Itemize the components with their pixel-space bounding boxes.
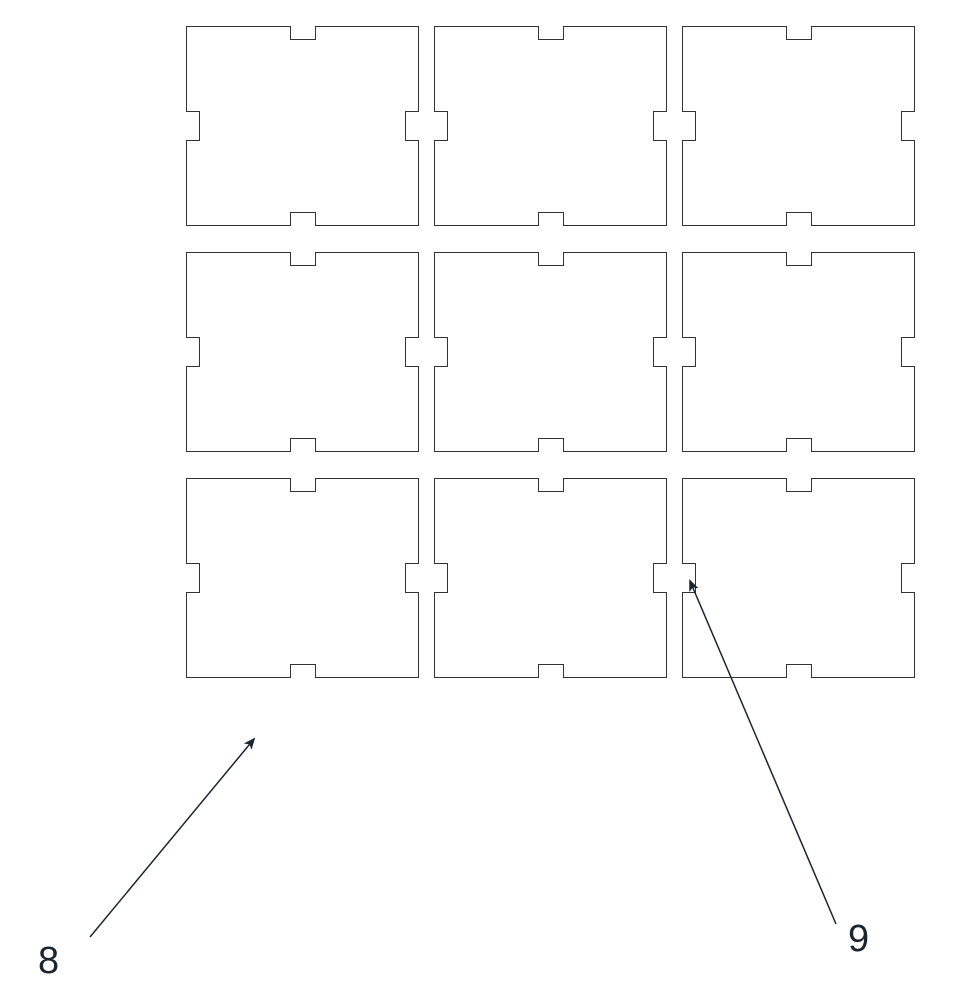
cell-notch — [786, 664, 812, 678]
grid-cell — [186, 478, 419, 678]
grid-container — [186, 26, 915, 678]
cell-notch — [186, 563, 200, 593]
callout-arrow — [90, 739, 254, 937]
cell-notch — [538, 664, 564, 678]
cell-notch — [682, 111, 696, 141]
cell-notch — [434, 337, 448, 367]
cell-notch — [186, 111, 200, 141]
cell-notch — [653, 563, 667, 593]
grid-cell — [434, 26, 667, 226]
cell-notch — [538, 26, 564, 40]
cell-notch — [653, 111, 667, 141]
cell-notch — [186, 337, 200, 367]
callout-label-8: 8 — [38, 940, 59, 983]
grid-cell — [682, 26, 915, 226]
cell-notch — [786, 26, 812, 40]
cell-notch — [786, 478, 812, 492]
cell-notch — [682, 563, 696, 593]
cell-notch — [653, 337, 667, 367]
cell-notch — [290, 26, 316, 40]
cell-notch — [538, 252, 564, 266]
cell-notch — [901, 337, 915, 367]
grid-cell — [682, 478, 915, 678]
grid-cell — [434, 478, 667, 678]
cell-notch — [538, 478, 564, 492]
cell-notch — [901, 563, 915, 593]
grid-cell — [682, 252, 915, 452]
cell-notch — [786, 252, 812, 266]
cell-notch — [786, 212, 812, 226]
cell-notch — [290, 438, 316, 452]
cell-notch — [290, 252, 316, 266]
cell-notch — [290, 478, 316, 492]
cell-notch — [405, 111, 419, 141]
cell-notch — [901, 111, 915, 141]
grid-cell — [186, 26, 419, 226]
cell-notch — [290, 212, 316, 226]
cell-notch — [405, 337, 419, 367]
callout-label-9: 9 — [848, 918, 869, 961]
grid-cell — [434, 252, 667, 452]
cell-notch — [786, 438, 812, 452]
cell-notch — [434, 111, 448, 141]
cell-notch — [538, 212, 564, 226]
cell-notch — [682, 337, 696, 367]
cell-notch — [290, 664, 316, 678]
cell-notch — [538, 438, 564, 452]
cell-notch — [434, 563, 448, 593]
cell-notch — [405, 563, 419, 593]
grid-cell — [186, 252, 419, 452]
